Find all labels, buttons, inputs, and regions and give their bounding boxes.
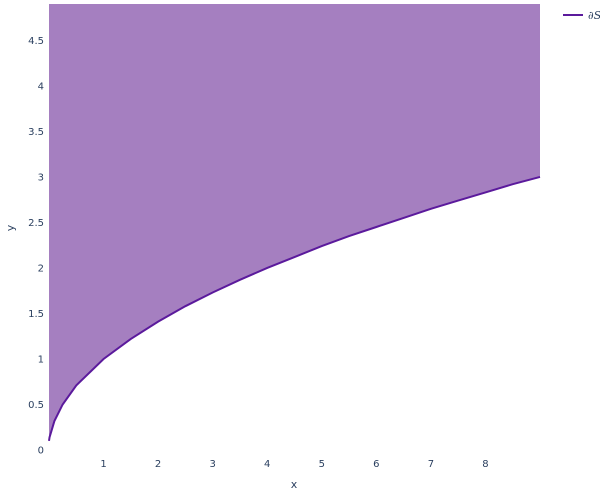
y-tick-label: 4 — [38, 81, 44, 92]
x-axis-title: x — [291, 478, 298, 491]
x-axis-ticks: 1 2 3 4 5 6 7 8 — [100, 459, 488, 470]
x-tick-label: 8 — [482, 459, 488, 470]
series-line-boundary — [48, 175, 541, 442]
x-tick-label: 3 — [209, 459, 215, 470]
y-tick-label: 0 — [38, 446, 44, 457]
x-tick-label: 2 — [155, 459, 161, 470]
y-tick-label: 3 — [38, 172, 44, 183]
x-tick-label: 7 — [428, 459, 434, 470]
y-tick-label: 3.5 — [28, 127, 44, 138]
y-axis-ticks: 0 0.5 1 1.5 2 2.5 3 3.5 4 4.5 — [28, 36, 44, 457]
y-tick-label: 1.5 — [28, 309, 44, 320]
legend-label: ∂S — [588, 9, 600, 22]
legend[interactable]: ∂S — [563, 9, 600, 22]
x-tick-label: 4 — [264, 459, 270, 470]
y-tick-label: 4.5 — [28, 36, 44, 47]
y-tick-label: 0.5 — [28, 400, 44, 411]
plot-area — [48, 4, 541, 442]
y-tick-label: 1 — [38, 354, 44, 365]
region-S-fill — [49, 4, 540, 441]
y-axis-title: y — [4, 224, 17, 231]
y-tick-label: 2.5 — [28, 218, 44, 229]
x-tick-label: 6 — [373, 459, 379, 470]
y-tick-label: 2 — [38, 263, 44, 274]
x-tick-label: 5 — [319, 459, 325, 470]
x-tick-label: 1 — [100, 459, 106, 470]
